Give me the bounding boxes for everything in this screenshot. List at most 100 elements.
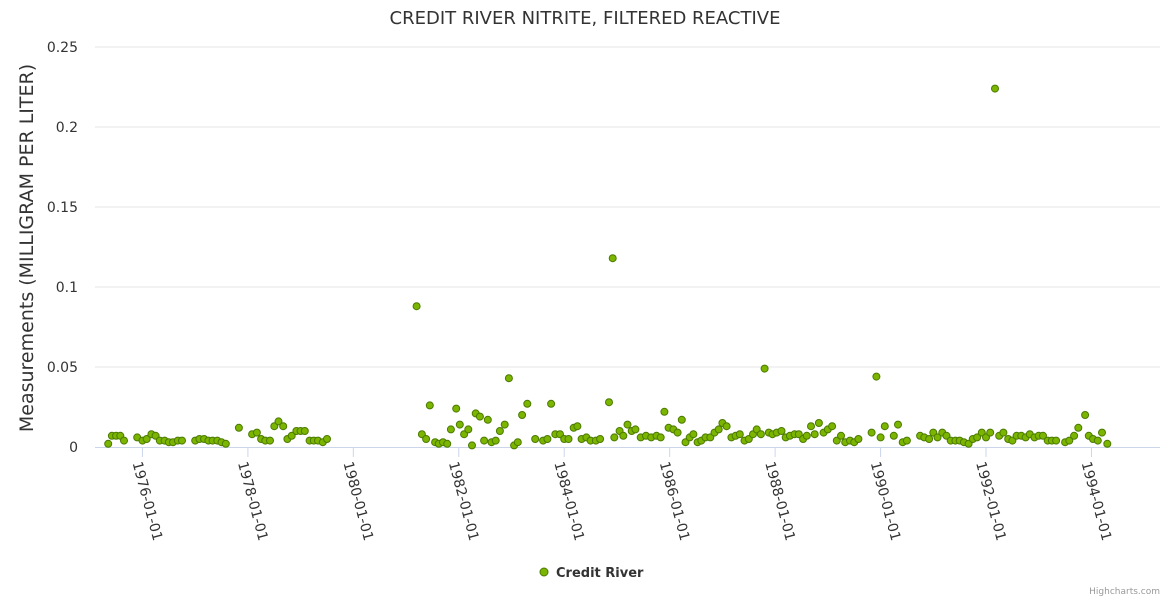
data-point[interactable]	[810, 430, 819, 439]
chart-title: CREDIT RIVER NITRITE, FILTERED REACTIVE	[390, 8, 781, 29]
data-point[interactable]	[142, 435, 151, 443]
data-point[interactable]	[475, 412, 484, 421]
data-point[interactable]	[1070, 431, 1079, 440]
data-point[interactable]	[464, 425, 473, 434]
data-point[interactable]	[104, 439, 113, 448]
data-point[interactable]	[1093, 436, 1102, 445]
data-point[interactable]	[543, 435, 552, 443]
data-point[interactable]	[287, 431, 296, 440]
y-tick-label: 0	[69, 440, 78, 456]
y-tick-label: 0.15	[47, 200, 78, 216]
y-tick-label: 0.1	[56, 280, 78, 296]
data-point[interactable]	[619, 431, 628, 440]
data-point[interactable]	[564, 435, 573, 443]
data-point[interactable]	[605, 398, 613, 407]
data-point[interactable]	[677, 415, 686, 424]
data-point[interactable]	[480, 436, 489, 445]
data-point[interactable]	[1065, 436, 1074, 445]
data-point[interactable]	[495, 427, 504, 435]
data-point[interactable]	[446, 425, 455, 434]
data-point[interactable]	[623, 420, 632, 429]
data-point[interactable]	[807, 422, 815, 431]
data-point[interactable]	[425, 401, 434, 410]
data-point[interactable]	[999, 428, 1008, 437]
data-point[interactable]	[777, 427, 786, 435]
data-point[interactable]	[756, 430, 765, 439]
data-point[interactable]	[837, 431, 845, 440]
data-point[interactable]	[1039, 431, 1047, 440]
data-point[interactable]	[735, 430, 744, 439]
data-point[interactable]	[814, 419, 823, 427]
data-point[interactable]	[660, 407, 669, 416]
legend-marker-icon[interactable]	[539, 567, 549, 577]
data-point[interactable]	[760, 364, 769, 373]
data-point[interactable]	[973, 433, 982, 442]
data-point[interactable]	[422, 435, 431, 443]
data-point[interactable]	[689, 430, 698, 439]
data-point[interactable]	[596, 435, 605, 443]
data-point[interactable]	[279, 422, 288, 431]
data-point[interactable]	[828, 422, 837, 431]
y-tick-label: 0.25	[47, 40, 78, 56]
data-point[interactable]	[894, 420, 902, 429]
data-point[interactable]	[872, 372, 881, 381]
data-point[interactable]	[455, 420, 464, 429]
data-point[interactable]	[547, 399, 556, 408]
data-point[interactable]	[252, 428, 261, 437]
data-point[interactable]	[1074, 423, 1083, 432]
data-point[interactable]	[925, 435, 934, 443]
data-point[interactable]	[234, 423, 243, 432]
data-point[interactable]	[1098, 428, 1106, 437]
data-point[interactable]	[880, 422, 889, 431]
data-point[interactable]	[610, 433, 619, 442]
data-point[interactable]	[221, 439, 230, 448]
y-axis-label: Measurements (MILLIGRAM PER LITER)	[16, 64, 38, 432]
data-point[interactable]	[491, 436, 500, 445]
data-point[interactable]	[1103, 439, 1112, 448]
grid-lines	[95, 46, 1160, 368]
data-point[interactable]	[266, 436, 274, 445]
data-points[interactable]	[104, 84, 1112, 450]
data-point[interactable]	[120, 436, 128, 445]
y-axis-ticks: 0 0.05 0.1 0.15 0.2 0.25	[47, 40, 78, 456]
data-point[interactable]	[300, 427, 309, 435]
data-point[interactable]	[573, 422, 582, 431]
data-point[interactable]	[323, 435, 331, 443]
legend[interactable]: Credit River	[539, 566, 644, 581]
data-point[interactable]	[468, 441, 476, 450]
data-point[interactable]	[854, 435, 863, 443]
data-point[interactable]	[178, 436, 186, 445]
data-point[interactable]	[274, 417, 283, 426]
data-point[interactable]	[1081, 411, 1090, 419]
y-tick-label: 0.05	[47, 360, 78, 376]
data-point[interactable]	[1052, 436, 1061, 445]
data-point[interactable]	[986, 428, 995, 437]
data-point[interactable]	[867, 428, 876, 437]
data-point[interactable]	[722, 422, 731, 431]
data-point[interactable]	[518, 411, 527, 419]
legend-item-credit-river[interactable]: Credit River	[556, 566, 644, 581]
data-point[interactable]	[889, 431, 898, 440]
data-point[interactable]	[443, 439, 452, 448]
data-point[interactable]	[483, 415, 492, 424]
credits-link[interactable]: Highcharts.com	[1089, 587, 1160, 597]
data-point[interactable]	[504, 374, 513, 383]
data-point[interactable]	[452, 404, 461, 413]
data-point[interactable]	[802, 431, 811, 440]
data-point[interactable]	[933, 433, 942, 442]
data-point[interactable]	[631, 425, 640, 434]
data-point[interactable]	[714, 425, 723, 434]
data-point[interactable]	[412, 302, 421, 311]
data-point[interactable]	[500, 420, 509, 429]
data-point[interactable]	[656, 433, 665, 442]
data-point[interactable]	[531, 435, 540, 443]
data-point[interactable]	[902, 436, 911, 445]
data-point[interactable]	[513, 438, 522, 447]
data-point[interactable]	[991, 84, 999, 93]
data-point[interactable]	[523, 399, 532, 408]
data-point[interactable]	[876, 433, 885, 442]
data-point[interactable]	[673, 428, 682, 437]
data-point[interactable]	[608, 254, 617, 263]
